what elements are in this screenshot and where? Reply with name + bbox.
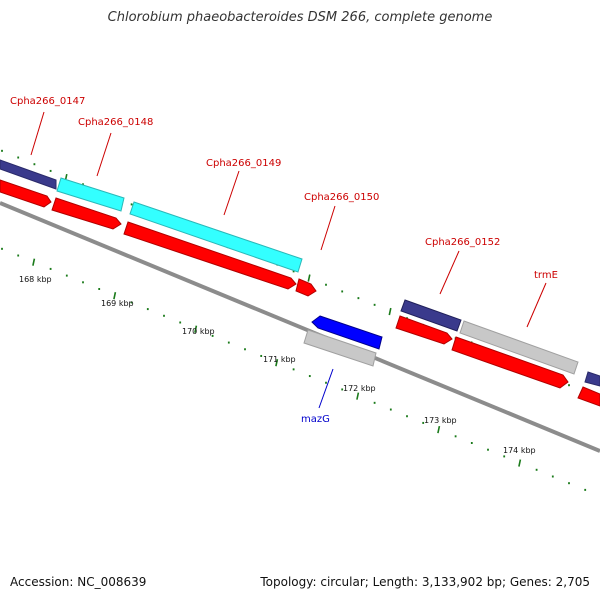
outer-scale-major-tick [388,307,392,316]
feature-cpha266-0149[interactable] [129,201,303,273]
gene-label[interactable]: mazG [301,414,330,425]
feature-red-right[interactable] [577,386,600,407]
feature-red-1[interactable] [0,179,52,208]
gene-label[interactable]: Cpha266_0152 [425,237,500,248]
leader-line [526,282,547,328]
feature-trme[interactable] [459,320,579,375]
scale-label: 172 kbp [343,384,376,393]
leader-line [439,250,460,295]
feature-red-small[interactable] [295,278,317,297]
feature-mazg[interactable] [311,315,383,350]
leader-line [223,170,240,216]
inner-scale-major-tick [437,425,441,434]
feature-cpha266-0152[interactable] [400,299,462,332]
scale-label: 174 kbp [503,446,536,455]
gene-label[interactable]: Cpha266_0149 [206,158,281,169]
gene-label[interactable]: Cpha266_0150 [304,192,379,203]
scale-label: 173 kbp [424,416,457,425]
feature-cpha266-0148[interactable] [56,177,125,212]
inner-scale-major-tick [275,358,279,367]
inner-scale-major-tick [113,292,117,300]
leader-line [320,205,336,251]
accession-text: Accession: NC_008639 [10,575,147,589]
genome-summary-text: Topology: circular; Length: 3,133,902 bp… [260,575,590,589]
scale-label: 168 kbp [19,275,52,284]
scale-label: 171 kbp [263,355,296,364]
gene-label[interactable]: trmE [534,270,558,281]
scale-label: 169 kbp [101,299,134,308]
inner-scale-major-tick [518,459,522,467]
gene-label[interactable]: Cpha266_0148 [78,117,153,128]
feature-red-3[interactable] [123,221,297,290]
feature-red-2[interactable] [51,197,122,230]
feature-navy-right[interactable] [584,371,600,387]
feature-navy-left[interactable] [0,159,57,190]
feature-grey-mid[interactable] [303,329,377,367]
scale-label: 170 kbp [182,327,215,336]
genome-title: Chlorobium phaeobacteroides DSM 266, com… [107,10,493,25]
gene-label[interactable]: Cpha266_0147 [10,96,85,107]
outer-scale-major-tick [307,274,311,282]
inner-scale-major-tick [356,392,360,400]
leader-line [318,368,334,409]
feature-red-5[interactable] [451,336,569,389]
leader-line [96,132,112,177]
genome-backbone [0,201,600,453]
inner-scale-major-tick [194,325,198,333]
feature-red-4[interactable] [395,315,453,345]
inner-scale-major-tick [32,258,36,266]
leader-line [30,111,45,156]
